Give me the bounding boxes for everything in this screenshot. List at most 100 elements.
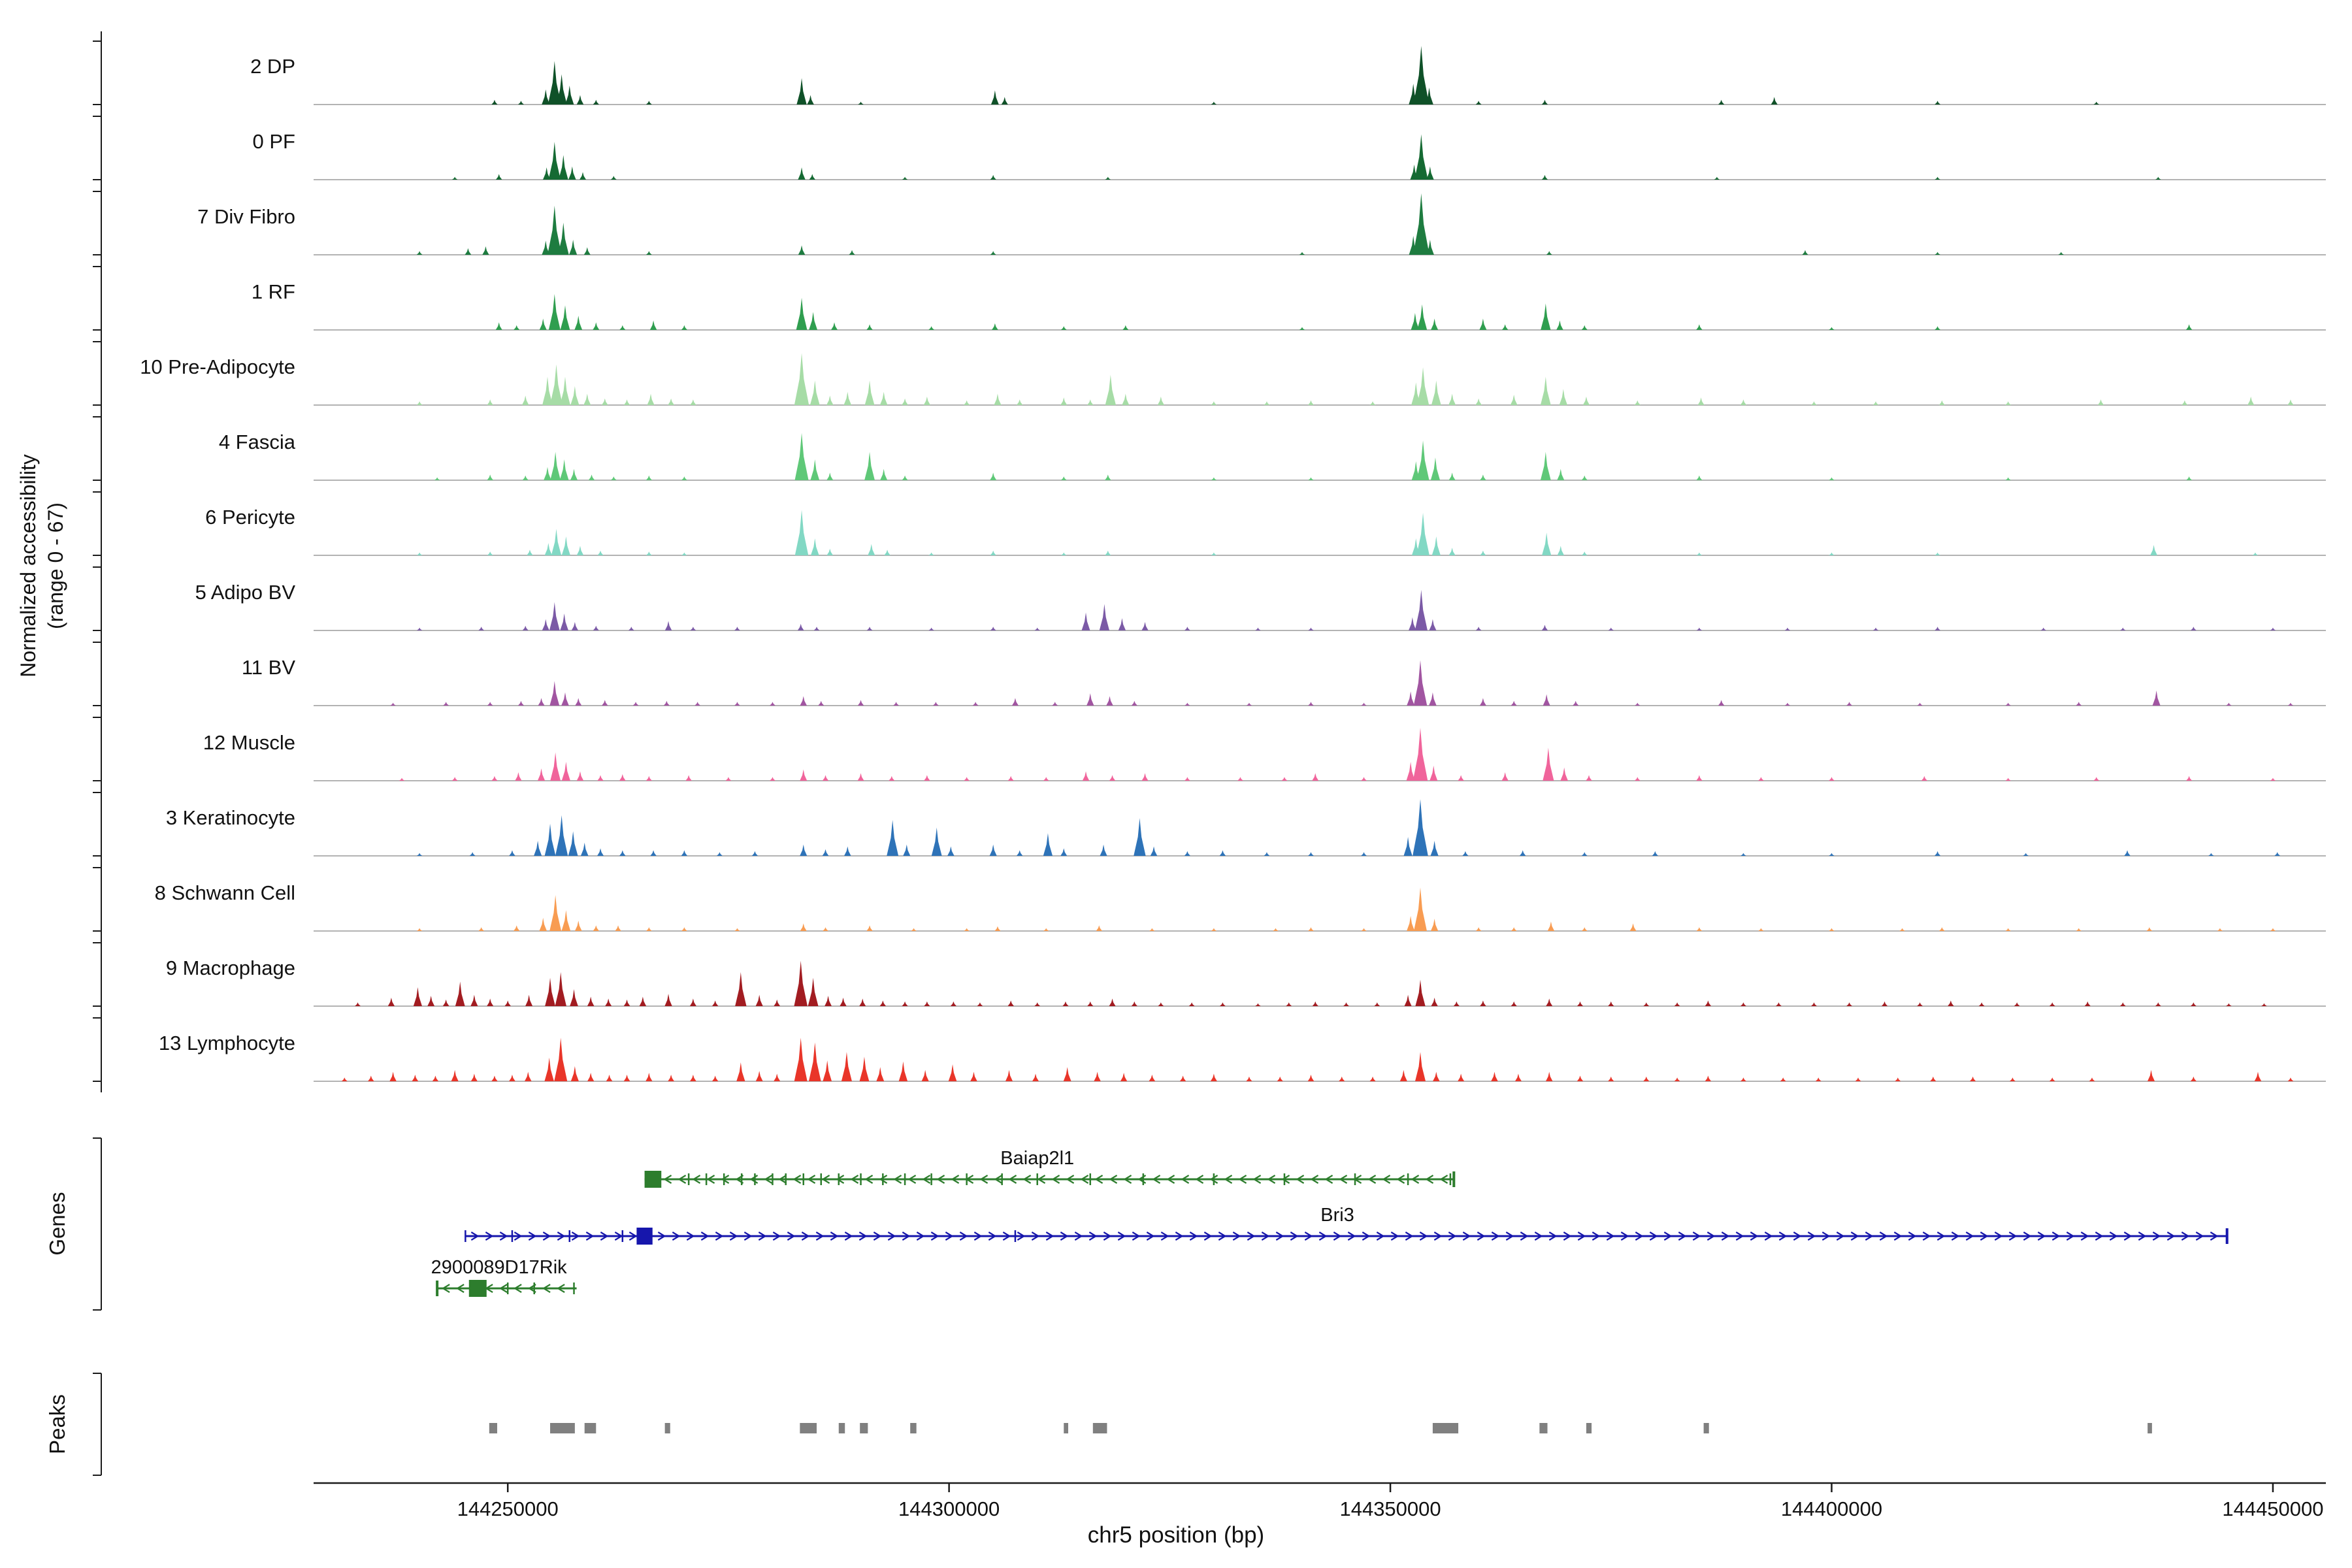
signal-peak xyxy=(601,398,608,405)
signal-peak xyxy=(1705,1000,1712,1006)
signal-peak xyxy=(2076,928,2082,931)
signal-peak xyxy=(1052,702,1058,706)
signal-peak xyxy=(977,1002,983,1006)
strand-arrow-icon xyxy=(2166,1232,2176,1241)
strand-arrow-icon xyxy=(959,1232,968,1241)
signal-peak xyxy=(560,376,570,405)
signal-peak xyxy=(597,550,604,555)
signal-peak xyxy=(2005,477,2012,480)
peak-region xyxy=(800,1423,817,1433)
signal-peak xyxy=(548,293,561,330)
signal-peak xyxy=(1829,853,1835,856)
signal-peak xyxy=(588,474,595,480)
signal-peak xyxy=(1608,1001,1614,1006)
signal-peak xyxy=(517,700,525,706)
strand-arrow-icon xyxy=(1390,1232,1399,1241)
strand-arrow-icon xyxy=(1411,1175,1420,1184)
signal-peak xyxy=(1343,1002,1350,1006)
signal-peak xyxy=(868,544,875,555)
signal-peak xyxy=(809,312,818,330)
signal-peak xyxy=(432,1075,439,1081)
signal-peak xyxy=(1431,380,1441,405)
signal-peak xyxy=(1899,928,1905,931)
signal-peak xyxy=(1696,475,1703,480)
signal-peak xyxy=(416,928,423,931)
signal-peak xyxy=(1184,777,1190,781)
signal-peak xyxy=(555,972,566,1006)
strand-arrow-icon xyxy=(1261,1232,1270,1241)
signal-peak xyxy=(568,166,576,180)
strand-arrow-icon xyxy=(1951,1232,1960,1241)
signal-peak xyxy=(1935,101,1941,105)
strand-arrow-icon xyxy=(936,1175,945,1184)
signal-peak xyxy=(1277,1076,1283,1081)
signal-peak xyxy=(574,316,583,330)
strand-arrow-icon xyxy=(1203,1232,1213,1241)
signal-peak xyxy=(2005,401,2012,405)
signal-peak xyxy=(725,777,732,781)
signal-peak xyxy=(1158,1002,1164,1006)
signal-peak xyxy=(1846,702,1853,706)
signal-peak xyxy=(647,393,655,405)
peak-region xyxy=(1586,1423,1592,1433)
signal-peak xyxy=(1431,536,1441,555)
signal-peak xyxy=(1543,694,1550,706)
y-axis-label: Normalized accessibility (range 0 - 67) xyxy=(14,454,69,677)
signal-peak xyxy=(534,840,542,856)
signal-peak xyxy=(774,1073,781,1081)
strand-arrow-icon xyxy=(1807,1232,1816,1241)
signal-peak xyxy=(1581,551,1588,555)
signal-peak xyxy=(555,815,568,856)
signal-peak xyxy=(859,1056,870,1081)
y-axis-label-line1: Normalized accessibility xyxy=(16,454,40,678)
signal-peak xyxy=(2119,627,2126,630)
signal-peak xyxy=(1404,994,1412,1006)
signal-peak xyxy=(1034,627,1041,630)
signal-peak xyxy=(825,996,832,1006)
signal-peak xyxy=(537,768,546,781)
signal-peak xyxy=(1643,1002,1650,1006)
signal-peak xyxy=(931,827,942,856)
strand-arrow-icon xyxy=(1367,1175,1377,1184)
signal-peak xyxy=(1462,851,1469,856)
signal-peak xyxy=(681,476,687,480)
track-10-pre-adipocyte xyxy=(93,341,2326,406)
signal-peak xyxy=(556,74,567,105)
signal-peak xyxy=(569,239,578,255)
peak-region xyxy=(550,1423,575,1433)
signal-peak xyxy=(606,1074,613,1081)
signal-peak xyxy=(1082,771,1090,781)
signal-peak xyxy=(990,550,996,555)
signal-peak xyxy=(924,1001,930,1006)
signal-peak xyxy=(893,702,900,706)
signal-peak xyxy=(2208,853,2214,856)
track-label-6-pericyte: 6 Pericyte xyxy=(205,506,295,529)
signal-peak xyxy=(1557,468,1565,480)
signal-peak xyxy=(1938,927,1945,931)
signal-peak xyxy=(1005,1070,1013,1081)
strand-arrow-icon xyxy=(764,1175,773,1184)
signal-peak xyxy=(1100,844,1107,856)
signal-peak xyxy=(1219,1002,1226,1006)
strand-arrow-icon xyxy=(1592,1232,1601,1241)
signal-peak xyxy=(623,399,630,405)
signal-peak xyxy=(1399,1070,1407,1081)
track-3-keratinocyte xyxy=(93,792,2326,857)
signal-peak xyxy=(1921,776,1928,781)
strand-arrow-icon xyxy=(873,1232,882,1241)
peak-region xyxy=(1703,1423,1709,1433)
signal-peak xyxy=(663,700,670,706)
signal-peak xyxy=(1501,324,1509,330)
signal-peak xyxy=(610,476,617,480)
strand-arrow-icon xyxy=(1275,1232,1284,1241)
signal-peak xyxy=(808,1042,821,1081)
strand-arrow-icon xyxy=(893,1175,902,1184)
peak-region xyxy=(1064,1423,1068,1433)
signal-peak xyxy=(593,625,599,630)
signal-peak xyxy=(994,393,1002,405)
signal-peak xyxy=(576,771,584,781)
signal-peak xyxy=(1426,239,1434,255)
strand-arrow-icon xyxy=(1994,1232,2003,1241)
